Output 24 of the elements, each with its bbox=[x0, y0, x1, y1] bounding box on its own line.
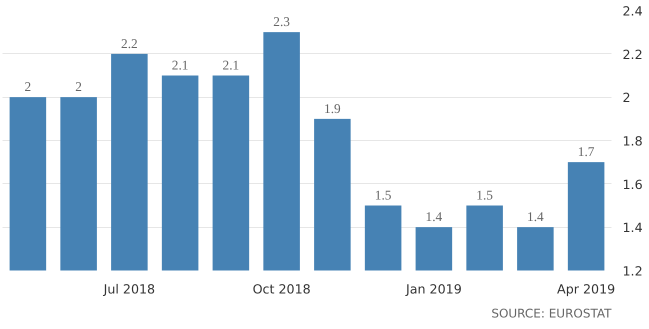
y-tick-label: 2.2 bbox=[622, 46, 643, 62]
data-label: 1.7 bbox=[578, 144, 595, 160]
data-label: 2.2 bbox=[121, 36, 138, 51]
data-label: 2 bbox=[75, 79, 82, 94]
x-tick-label: Jul 2018 bbox=[102, 282, 156, 296]
data-label: 1.4 bbox=[527, 209, 544, 224]
y-tick-label: 2.4 bbox=[622, 4, 643, 18]
data-label: 1.9 bbox=[324, 100, 342, 116]
x-tick-label: Apr 2019 bbox=[557, 282, 616, 296]
x-tick-label: Oct 2018 bbox=[252, 282, 311, 296]
x-tick-label: Jan 2019 bbox=[405, 282, 462, 296]
data-label: 1.5 bbox=[374, 188, 392, 202]
data-label: 1.4 bbox=[426, 209, 443, 224]
source-note: SOURCE: EUROSTAT bbox=[491, 306, 612, 320]
data-label: 2 bbox=[24, 79, 32, 94]
y-tick-label: 1.6 bbox=[622, 176, 643, 192]
data-label: 2.1 bbox=[172, 58, 188, 72]
y-tick-label: 1.4 bbox=[622, 220, 643, 236]
data-label: 2.1 bbox=[222, 58, 240, 72]
data-label: 2.3 bbox=[273, 14, 290, 30]
data-label: 1.5 bbox=[476, 188, 494, 202]
y-tick-label: 1.2 bbox=[622, 264, 643, 278]
y-tick-label: 2 bbox=[622, 90, 631, 106]
y-tick-label: 1.8 bbox=[622, 134, 643, 148]
